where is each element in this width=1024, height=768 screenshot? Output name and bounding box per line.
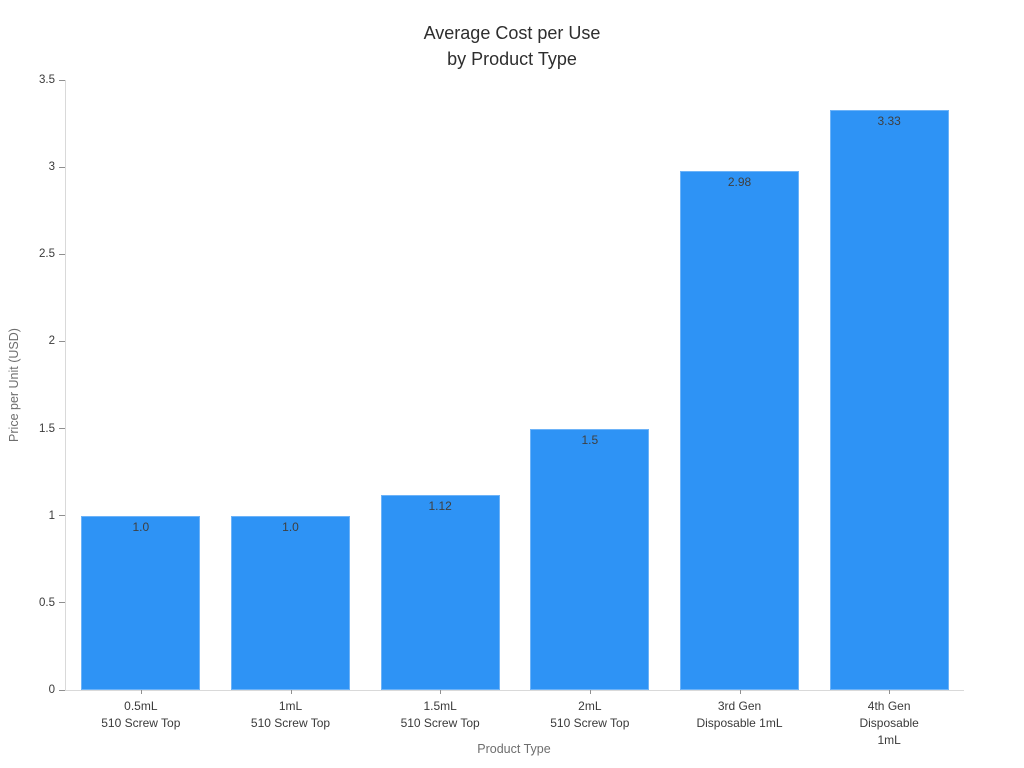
bar-value-label: 1.12 [428,499,452,513]
y-tick-label: 0.5 [39,596,55,609]
y-tick-label: 0 [48,684,55,696]
y-axis-tick [59,689,65,691]
y-axis-tick [59,340,65,342]
x-category-label: 2mL 510 Screw Top [550,699,630,730]
y-axis-tick [59,602,65,604]
y-axis-tick [59,79,65,81]
y-tick-label: 3 [48,161,55,174]
y-tick-label: 3.5 [39,74,55,86]
y-axis-tick [59,166,65,168]
chart-title: Average Cost per Use by Product Type [423,23,601,69]
x-axis-tick [889,690,890,694]
x-axis-tick [590,690,591,694]
x-category-label: 3rd Gen Disposable 1mL [696,699,783,730]
x-axis-tick [141,690,142,694]
x-axis-tick [740,690,741,694]
bar-value-label: 3.33 [877,114,901,128]
bar-value-label: 1.5 [581,433,599,447]
y-axis-tick [59,515,65,517]
y-axis-tick [59,253,65,255]
x-axis-tick [291,690,292,694]
bar-value-label: 1.0 [132,520,150,534]
bar [530,429,649,690]
x-category-label: 1.5mL 510 Screw Top [400,699,480,730]
plot-area: 0 0.5 1 1.5 2 2.5 3 3.5 1.0 0.5mL 510 Screw Top 1.… [39,74,964,747]
bar [381,495,500,690]
x-category-label: 1mL 510 Screw Top [250,699,331,730]
x-axis-title: Product Type [477,742,551,756]
y-axis-tick [59,428,65,430]
y-tick-label: 1 [48,509,55,522]
bar-value-label: 2.98 [727,175,752,189]
y-tick-label: 1.5 [39,422,55,435]
bar [680,171,799,690]
x-category-label: 4th Gen Disposable 1mL [859,699,919,747]
bar [81,516,200,690]
x-category-label: 0.5mL 510 Screw Top [101,699,181,730]
y-tick-label: 2 [48,335,55,348]
bar-value-label: 1.0 [282,520,299,534]
bar [830,110,949,690]
bar [231,516,350,690]
y-tick-label: 2.5 [39,248,55,261]
x-axis-tick [440,690,441,694]
y-axis-title: Price per Unit (USD) [7,328,21,442]
